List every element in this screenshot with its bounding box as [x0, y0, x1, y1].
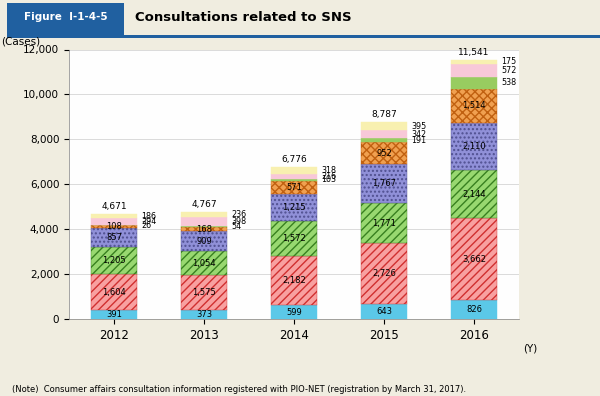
- Text: 186: 186: [141, 211, 156, 221]
- Text: 11,541: 11,541: [458, 48, 490, 57]
- Text: 4,671: 4,671: [101, 202, 127, 211]
- Text: 2,182: 2,182: [282, 276, 306, 286]
- Bar: [91, 247, 137, 274]
- Bar: [91, 218, 137, 225]
- Text: 54: 54: [231, 222, 241, 231]
- Bar: [451, 89, 497, 123]
- Bar: [91, 310, 137, 319]
- Bar: [91, 274, 137, 310]
- Text: 216: 216: [321, 172, 336, 181]
- Text: 26: 26: [141, 221, 151, 230]
- Bar: [361, 305, 407, 319]
- Text: 294: 294: [141, 217, 156, 226]
- Text: 572: 572: [501, 66, 517, 74]
- Bar: [7, 3, 124, 36]
- Bar: [271, 256, 317, 305]
- Text: 909: 909: [196, 237, 212, 246]
- Text: 168: 168: [196, 225, 212, 234]
- Bar: [91, 228, 137, 247]
- Text: 395: 395: [411, 122, 426, 131]
- Bar: [271, 179, 317, 181]
- Bar: [361, 204, 407, 243]
- Bar: [361, 122, 407, 130]
- Bar: [181, 212, 227, 217]
- Text: 826: 826: [466, 305, 482, 314]
- Bar: [181, 275, 227, 310]
- Bar: [451, 64, 497, 76]
- Bar: [271, 181, 317, 194]
- Text: 8,787: 8,787: [371, 110, 397, 119]
- Bar: [181, 231, 227, 251]
- Text: 373: 373: [196, 310, 212, 319]
- Text: 1,572: 1,572: [282, 234, 306, 243]
- Bar: [91, 225, 137, 228]
- Text: 1,215: 1,215: [282, 203, 306, 212]
- Bar: [451, 76, 497, 89]
- Text: 2,144: 2,144: [462, 190, 486, 198]
- Bar: [271, 221, 317, 256]
- Text: Figure  I-1-4-5: Figure I-1-4-5: [23, 12, 107, 22]
- Bar: [181, 217, 227, 226]
- Bar: [451, 123, 497, 170]
- Text: 1,771: 1,771: [372, 219, 396, 228]
- Text: (Y): (Y): [523, 343, 538, 353]
- Bar: [361, 138, 407, 143]
- Bar: [181, 227, 227, 231]
- Text: 103: 103: [321, 175, 336, 185]
- Bar: [181, 251, 227, 275]
- Text: 236: 236: [231, 210, 246, 219]
- Text: 4,767: 4,767: [191, 200, 217, 209]
- Text: 2,110: 2,110: [462, 142, 486, 151]
- Bar: [271, 305, 317, 319]
- Text: 1,575: 1,575: [192, 288, 216, 297]
- Bar: [451, 170, 497, 218]
- Bar: [271, 194, 317, 221]
- Text: 952: 952: [376, 148, 392, 158]
- Text: 391: 391: [106, 310, 122, 319]
- Text: 342: 342: [411, 130, 426, 139]
- Bar: [271, 167, 317, 174]
- Text: 398: 398: [231, 217, 246, 226]
- Text: 175: 175: [501, 57, 516, 66]
- Text: Consultations related to SNS: Consultations related to SNS: [135, 11, 352, 24]
- Text: 538: 538: [501, 78, 516, 87]
- Bar: [361, 164, 407, 204]
- Text: 2,726: 2,726: [372, 269, 396, 278]
- Text: 857: 857: [106, 233, 122, 242]
- Bar: [91, 214, 137, 218]
- Bar: [181, 310, 227, 319]
- Text: 1,205: 1,205: [102, 256, 126, 265]
- Text: 1,604: 1,604: [102, 287, 126, 297]
- Text: 318: 318: [321, 166, 336, 175]
- Text: (Note)  Consumer affairs consultation information registered with PIO-NET (regis: (Note) Consumer affairs consultation inf…: [12, 385, 466, 394]
- Bar: [361, 243, 407, 305]
- Text: 1,767: 1,767: [372, 179, 396, 188]
- Bar: [451, 300, 497, 319]
- Text: 599: 599: [286, 308, 302, 316]
- Bar: [451, 218, 497, 300]
- Bar: [7, 34, 600, 38]
- Text: 191: 191: [411, 136, 426, 145]
- Text: 643: 643: [376, 307, 392, 316]
- Bar: [451, 60, 497, 64]
- Bar: [181, 226, 227, 227]
- Text: (Cases): (Cases): [1, 37, 41, 47]
- Bar: [271, 174, 317, 179]
- Text: 1,054: 1,054: [192, 259, 216, 268]
- Text: 108: 108: [106, 222, 122, 231]
- Text: 3,662: 3,662: [462, 255, 486, 264]
- Text: 6,776: 6,776: [281, 155, 307, 164]
- Text: 1,514: 1,514: [462, 101, 486, 110]
- Bar: [361, 143, 407, 164]
- Bar: [361, 130, 407, 138]
- Text: 571: 571: [286, 183, 302, 192]
